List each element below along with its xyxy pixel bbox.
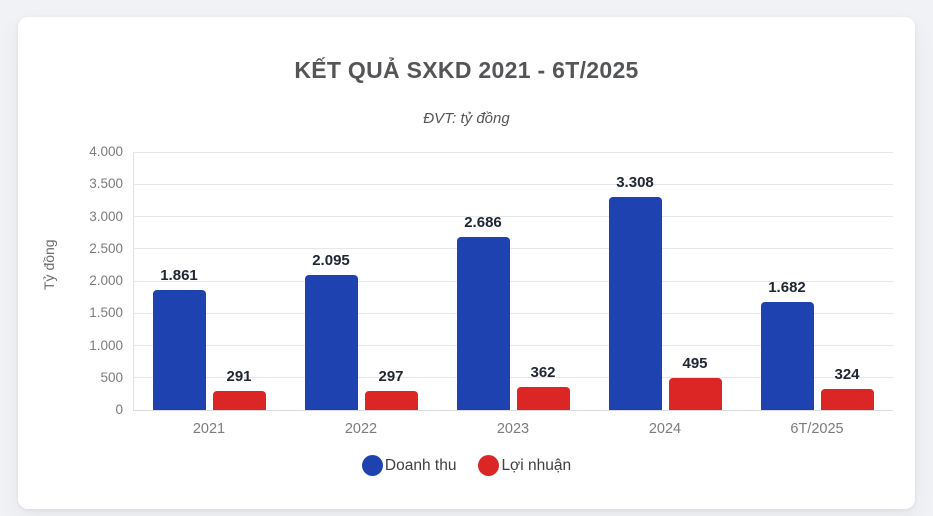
legend-marker-icon — [361, 455, 383, 476]
bar-doanh-thu — [456, 236, 510, 410]
x-tick-label: 2022 — [344, 421, 378, 437]
bar-value-label: 3.308 — [616, 173, 654, 191]
plot-area: 1.861 291 2.095 297 2.686 362 3.308 495 1.682 324 — [133, 151, 893, 411]
legend-item-loi-nhuan: Lợi nhuận — [478, 455, 571, 476]
bar-value-label: 1.682 — [768, 278, 806, 296]
bar-loi-nhuan — [516, 386, 570, 410]
legend-item-doanh-thu: Doanh thu — [361, 455, 457, 476]
gridline — [133, 151, 893, 153]
y-tick-label: 2.000 — [89, 273, 123, 288]
bar-value-label: 1.861 — [160, 266, 198, 284]
x-axis-labels: 2021 2022 2023 2024 6T/2025 — [133, 421, 893, 439]
bar-doanh-thu — [608, 196, 662, 410]
y-tick-label: 3.000 — [89, 208, 123, 224]
bar-doanh-thu — [760, 301, 814, 410]
y-tick-label: 500 — [100, 369, 123, 385]
gridline — [133, 345, 893, 346]
bar-doanh-thu — [152, 289, 206, 410]
chart-subtitle: ĐVT: tỷ đồng — [423, 110, 510, 127]
bar-loi-nhuan — [820, 389, 874, 410]
gridline — [133, 248, 893, 250]
chart-title: KẾT QUẢ SXKD 2021 - 6T/2025 — [294, 57, 639, 83]
bar-value-label: 2.095 — [312, 251, 350, 269]
gridline — [133, 216, 893, 217]
bar-value-label: 2.686 — [464, 213, 502, 231]
x-tick-label: 6T/2025 — [790, 421, 844, 437]
gridline — [133, 377, 893, 379]
legend-label: Doanh thu — [384, 456, 457, 474]
y-tick-label: 1.000 — [89, 337, 123, 353]
x-axis-baseline — [133, 409, 893, 411]
y-axis-ticks: 0 500 1.000 1.500 2.000 2.500 3.000 3.500 4.000 — [18, 144, 123, 417]
bar-value-label: 324 — [834, 366, 860, 384]
y-tick-label: 3.500 — [89, 176, 123, 192]
bar-value-label: 297 — [378, 367, 404, 385]
legend-label: Lợi nhuận — [501, 456, 572, 474]
x-tick-label: 2023 — [496, 421, 530, 437]
y-tick-label: 0 — [115, 402, 123, 417]
legend-marker-icon — [478, 455, 500, 476]
bar-doanh-thu — [304, 274, 358, 410]
gridline — [133, 183, 893, 185]
bar-loi-nhuan — [668, 378, 722, 410]
bar-value-label: 495 — [682, 355, 708, 373]
y-tick-label: 1.500 — [89, 305, 123, 321]
bar-loi-nhuan — [212, 391, 266, 410]
gridline — [133, 312, 893, 314]
bar-value-label: 291 — [226, 368, 252, 386]
y-tick-label: 2.500 — [89, 240, 123, 256]
x-tick-label: 2024 — [648, 421, 682, 437]
x-tick-label: 2021 — [192, 421, 226, 437]
legend: Doanh thu Lợi nhuận — [18, 455, 915, 476]
chart-card: KẾT QUẢ SXKD 2021 - 6T/2025 ĐVT: tỷ đồng… — [18, 17, 915, 509]
bar-loi-nhuan — [364, 390, 418, 410]
bar-value-label: 362 — [530, 363, 556, 381]
y-tick-label: 4.000 — [89, 144, 123, 159]
gridline — [133, 280, 893, 282]
